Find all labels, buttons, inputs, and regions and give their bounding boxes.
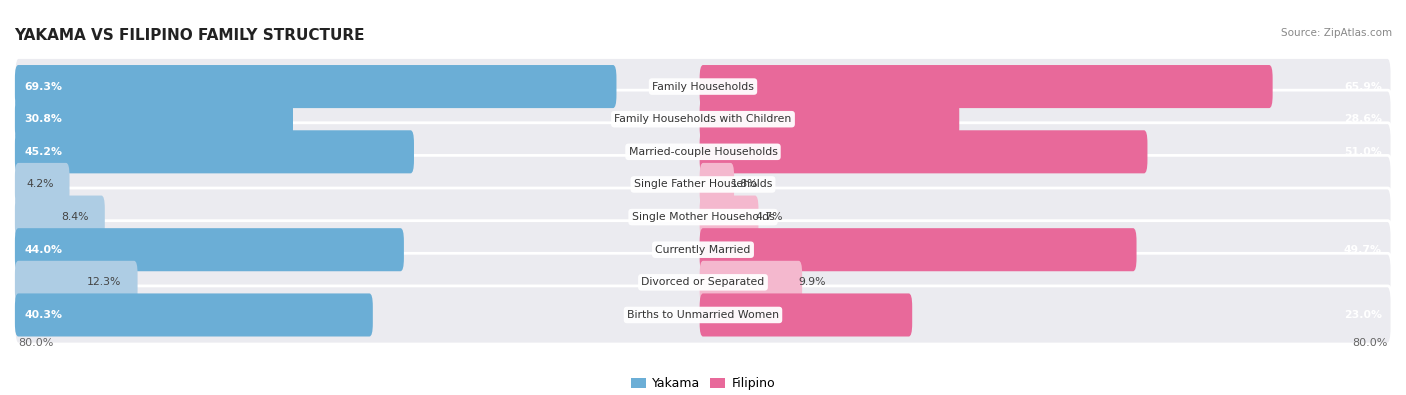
Text: 80.0%: 80.0% xyxy=(1353,338,1388,348)
Text: Married-couple Households: Married-couple Households xyxy=(628,147,778,157)
Text: 8.4%: 8.4% xyxy=(62,212,89,222)
FancyBboxPatch shape xyxy=(14,286,1392,344)
FancyBboxPatch shape xyxy=(700,130,1147,173)
Text: Source: ZipAtlas.com: Source: ZipAtlas.com xyxy=(1281,28,1392,38)
Text: 30.8%: 30.8% xyxy=(24,114,62,124)
FancyBboxPatch shape xyxy=(15,130,413,173)
Text: 40.3%: 40.3% xyxy=(24,310,62,320)
FancyBboxPatch shape xyxy=(15,98,292,141)
Text: Family Households with Children: Family Households with Children xyxy=(614,114,792,124)
FancyBboxPatch shape xyxy=(700,163,734,206)
Text: 80.0%: 80.0% xyxy=(18,338,53,348)
Text: 9.9%: 9.9% xyxy=(799,277,827,287)
FancyBboxPatch shape xyxy=(15,163,69,206)
Text: Births to Unmarried Women: Births to Unmarried Women xyxy=(627,310,779,320)
FancyBboxPatch shape xyxy=(700,196,758,239)
Text: YAKAMA VS FILIPINO FAMILY STRUCTURE: YAKAMA VS FILIPINO FAMILY STRUCTURE xyxy=(14,28,364,43)
FancyBboxPatch shape xyxy=(15,196,105,239)
Text: 51.0%: 51.0% xyxy=(1344,147,1382,157)
Text: Divorced or Separated: Divorced or Separated xyxy=(641,277,765,287)
Text: 28.6%: 28.6% xyxy=(1344,114,1382,124)
Text: Currently Married: Currently Married xyxy=(655,245,751,255)
FancyBboxPatch shape xyxy=(700,261,803,304)
FancyBboxPatch shape xyxy=(14,221,1392,279)
Legend: Yakama, Filipino: Yakama, Filipino xyxy=(626,372,780,395)
FancyBboxPatch shape xyxy=(15,65,616,108)
Text: 65.9%: 65.9% xyxy=(1344,81,1382,92)
Text: Family Households: Family Households xyxy=(652,81,754,92)
FancyBboxPatch shape xyxy=(700,65,1272,108)
FancyBboxPatch shape xyxy=(700,228,1136,271)
Text: 4.2%: 4.2% xyxy=(27,179,53,190)
Text: 49.7%: 49.7% xyxy=(1344,245,1382,255)
Text: 44.0%: 44.0% xyxy=(24,245,62,255)
FancyBboxPatch shape xyxy=(700,98,959,141)
Text: 23.0%: 23.0% xyxy=(1344,310,1382,320)
FancyBboxPatch shape xyxy=(14,90,1392,148)
FancyBboxPatch shape xyxy=(15,261,138,304)
Text: Single Father Households: Single Father Households xyxy=(634,179,772,190)
FancyBboxPatch shape xyxy=(14,253,1392,311)
FancyBboxPatch shape xyxy=(14,188,1392,246)
FancyBboxPatch shape xyxy=(15,293,373,337)
Text: 45.2%: 45.2% xyxy=(24,147,62,157)
FancyBboxPatch shape xyxy=(14,123,1392,181)
FancyBboxPatch shape xyxy=(14,155,1392,213)
FancyBboxPatch shape xyxy=(15,228,404,271)
Text: 69.3%: 69.3% xyxy=(24,81,62,92)
FancyBboxPatch shape xyxy=(14,58,1392,116)
Text: 4.7%: 4.7% xyxy=(755,212,783,222)
Text: 1.8%: 1.8% xyxy=(731,179,758,190)
Text: Single Mother Households: Single Mother Households xyxy=(631,212,775,222)
Text: 12.3%: 12.3% xyxy=(87,277,121,287)
FancyBboxPatch shape xyxy=(700,293,912,337)
